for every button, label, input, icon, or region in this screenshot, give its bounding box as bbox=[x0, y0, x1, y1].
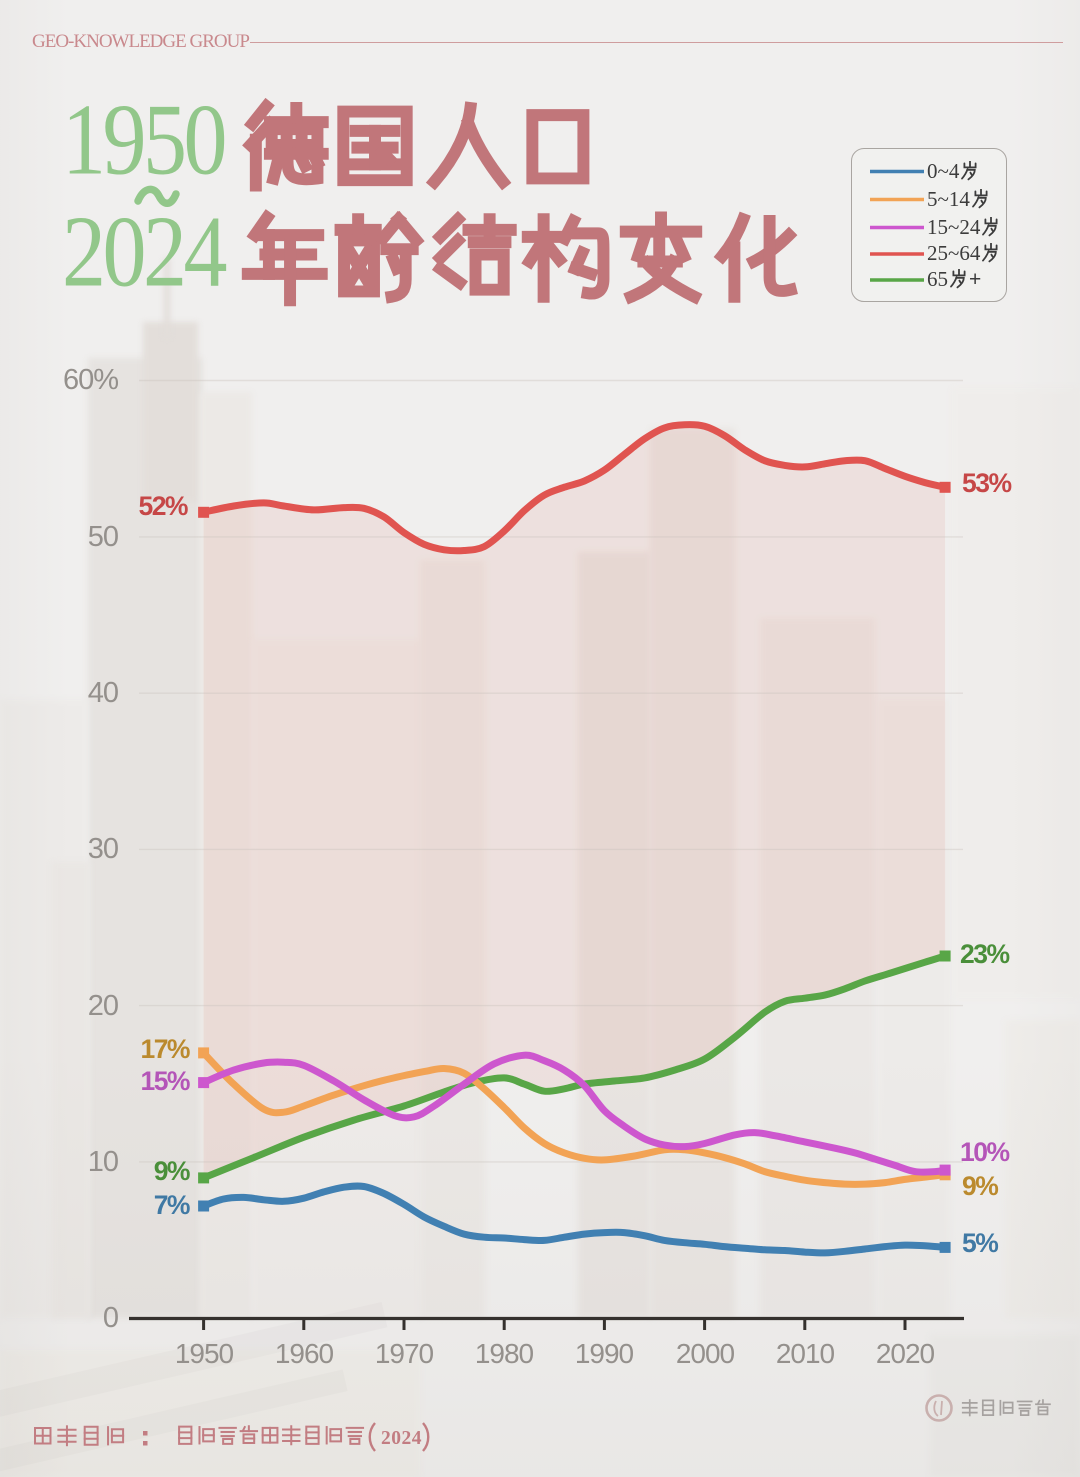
svg-text:2024: 2024 bbox=[381, 1428, 422, 1449]
